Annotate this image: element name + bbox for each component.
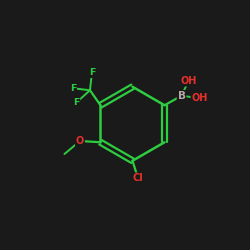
Text: OH: OH xyxy=(191,93,208,103)
Text: F: F xyxy=(70,84,76,93)
Text: B: B xyxy=(178,91,186,101)
Text: F: F xyxy=(89,68,95,77)
Text: OH: OH xyxy=(180,76,197,86)
Text: F: F xyxy=(73,98,80,107)
Text: Cl: Cl xyxy=(132,173,143,183)
Text: O: O xyxy=(76,136,84,146)
